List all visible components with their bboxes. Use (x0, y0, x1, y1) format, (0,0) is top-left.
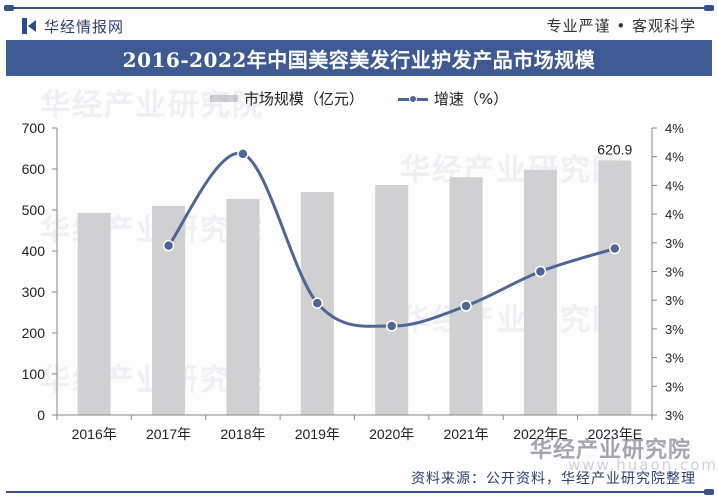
y-right-tick-label: 3% (665, 379, 684, 394)
brand-logo-icon (22, 18, 36, 34)
line-point (534, 265, 547, 278)
y-right-tick-label: 3% (665, 265, 684, 280)
y-left-tick-label: 100 (22, 366, 46, 382)
bar (226, 198, 260, 415)
data-label: 620.9 (597, 141, 632, 157)
x-tick-label: 2018年 (220, 426, 265, 442)
line-point (609, 242, 621, 255)
y-right-tick-label: 4% (665, 178, 684, 193)
bar (598, 160, 632, 415)
line-point (385, 320, 398, 332)
y-left-tick-label: 700 (22, 120, 46, 136)
line-point (162, 239, 175, 252)
bar (77, 212, 111, 415)
y-left-tick-label: 500 (22, 202, 46, 218)
bar (523, 169, 557, 415)
y-left-tick-label: 0 (37, 407, 45, 423)
x-tick-label: 2021年 (443, 426, 488, 442)
bar-series (77, 160, 632, 415)
y-left-tick-label: 200 (22, 325, 46, 341)
y-right-tick-label: 3% (665, 351, 684, 366)
corner-watermark-url: www.huaon.com (568, 456, 718, 474)
x-tick-label: 2022年E (513, 426, 567, 442)
y-right-tick-label: 4% (665, 207, 684, 222)
legend-item-market-size: 市场规模（亿元） (209, 88, 364, 109)
x-tick-label: 2020年 (369, 426, 414, 442)
legend-label-growth: 增速（%） (433, 90, 509, 108)
bottom-divider (6, 489, 714, 495)
legend-label-market-size: 市场规模（亿元） (243, 90, 364, 108)
y-right-tick-label: 3% (665, 322, 684, 337)
bar-swatch-icon (209, 95, 238, 102)
y-left-tick-label: 300 (22, 284, 46, 300)
axis-labels: 620.9 0 100 200 300 400 500 600 700 3% 3% 3% 3% 3% 3% 3… (22, 120, 685, 442)
axes (52, 127, 657, 420)
source-note: 资料来源：公开资料，华经产业研究院整理 (411, 471, 696, 487)
line-swatch-icon (397, 92, 428, 106)
y-right-tick-label: 4% (665, 150, 684, 165)
y-left-tick-label: 400 (22, 243, 46, 259)
x-tick-label: 2017年 (146, 426, 191, 442)
y-left-tick-label: 600 (22, 161, 46, 177)
legend-item-growth: 增速（%） (397, 88, 509, 109)
corner-watermark: 华经产业研究院 (530, 438, 692, 463)
y-right-tick-label: 3% (665, 236, 684, 251)
line-series (162, 148, 621, 332)
brand-name: 华经情报网 (44, 17, 125, 36)
bar (152, 205, 186, 415)
x-tick-label: 2016年 (72, 426, 117, 442)
line-point (311, 297, 324, 309)
y-right-tick-label: 3% (665, 408, 684, 423)
x-tick-label: 2019年 (295, 426, 340, 442)
top-divider (4, 5, 714, 11)
line-point (237, 148, 249, 160)
y-right-tick-label: 4% (665, 121, 684, 136)
brand: 华经情报网 (22, 15, 124, 37)
bar (449, 177, 483, 415)
line-point (460, 300, 472, 312)
x-tick-label: 2023年E (588, 426, 642, 442)
bar (375, 184, 409, 415)
legend: 市场规模（亿元） 增速（%） (0, 88, 718, 109)
y-right-tick-label: 3% (665, 293, 684, 308)
title-bar: 2016-2022年中国美容美发行业护发产品市场规模 (6, 40, 712, 76)
slogan: 专业严谨 • 客观科学 (546, 17, 696, 35)
chart-title: 2016-2022年中国美容美发行业护发产品市场规模 (122, 47, 596, 72)
